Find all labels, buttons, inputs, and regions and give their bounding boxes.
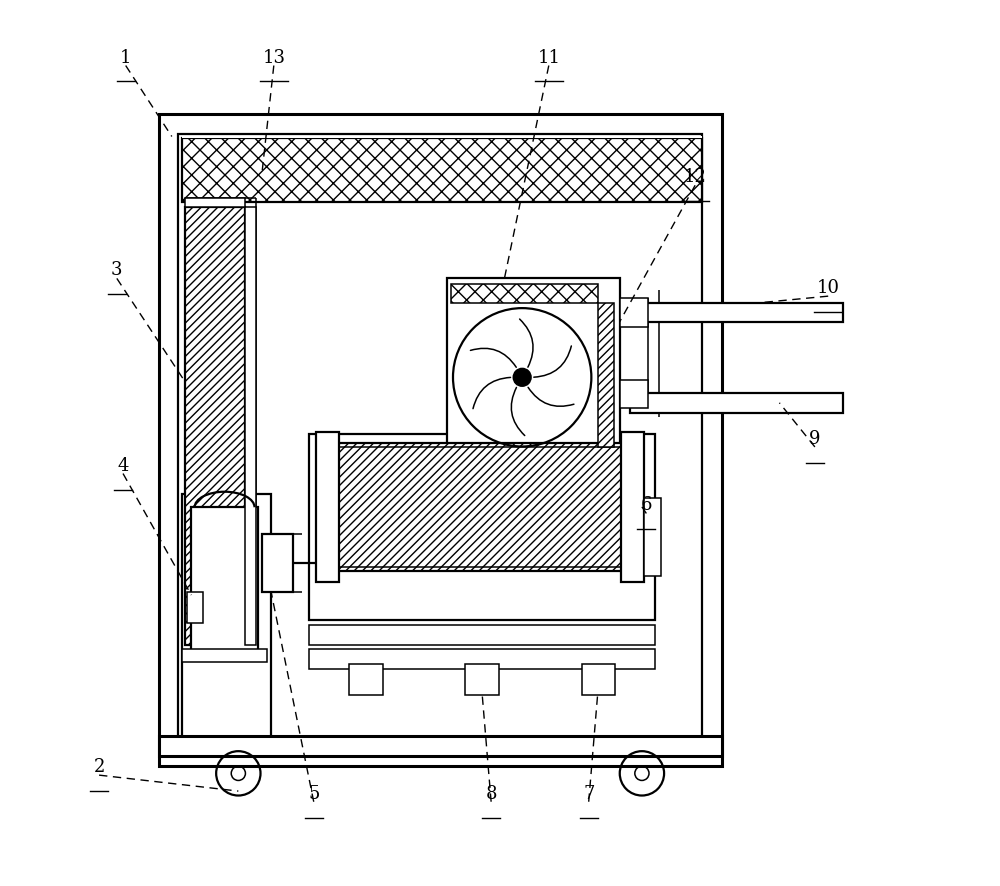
Bar [630,304,843,323]
Text: 9: 9 [809,430,821,447]
Bar [582,664,615,696]
Text: 2: 2 [93,758,105,775]
Text: 5: 5 [308,784,319,802]
Bar [262,535,293,593]
Bar [465,664,499,696]
Text: 4: 4 [117,456,129,474]
Bar [309,434,655,620]
Bar [630,393,843,413]
Text: 12: 12 [684,168,707,186]
Bar [185,198,245,207]
Bar [621,432,644,582]
Bar [182,494,271,738]
Bar [336,443,624,571]
Bar [191,508,258,654]
Text: 1: 1 [120,49,131,66]
Bar [182,136,702,139]
Bar [620,299,648,328]
Bar [309,649,655,669]
Text: 7: 7 [583,784,594,802]
Text: 10: 10 [817,279,840,297]
Bar [620,380,648,408]
Bar [349,664,383,696]
Bar [451,284,598,304]
Bar [447,279,620,452]
Text: 6: 6 [641,496,652,514]
Bar [598,304,614,447]
Text: 3: 3 [111,261,123,279]
Text: 8: 8 [485,784,497,802]
Text: 13: 13 [262,49,285,66]
Bar [182,649,267,663]
Bar [159,736,722,756]
Bar [187,592,203,623]
Bar [185,207,245,645]
Bar [644,499,661,576]
Bar [182,139,702,203]
Bar [316,432,339,582]
Bar [309,626,655,645]
Bar [245,207,256,645]
Bar [159,115,722,766]
Bar [178,135,702,747]
Circle shape [513,369,531,386]
Text: 11: 11 [537,49,560,66]
